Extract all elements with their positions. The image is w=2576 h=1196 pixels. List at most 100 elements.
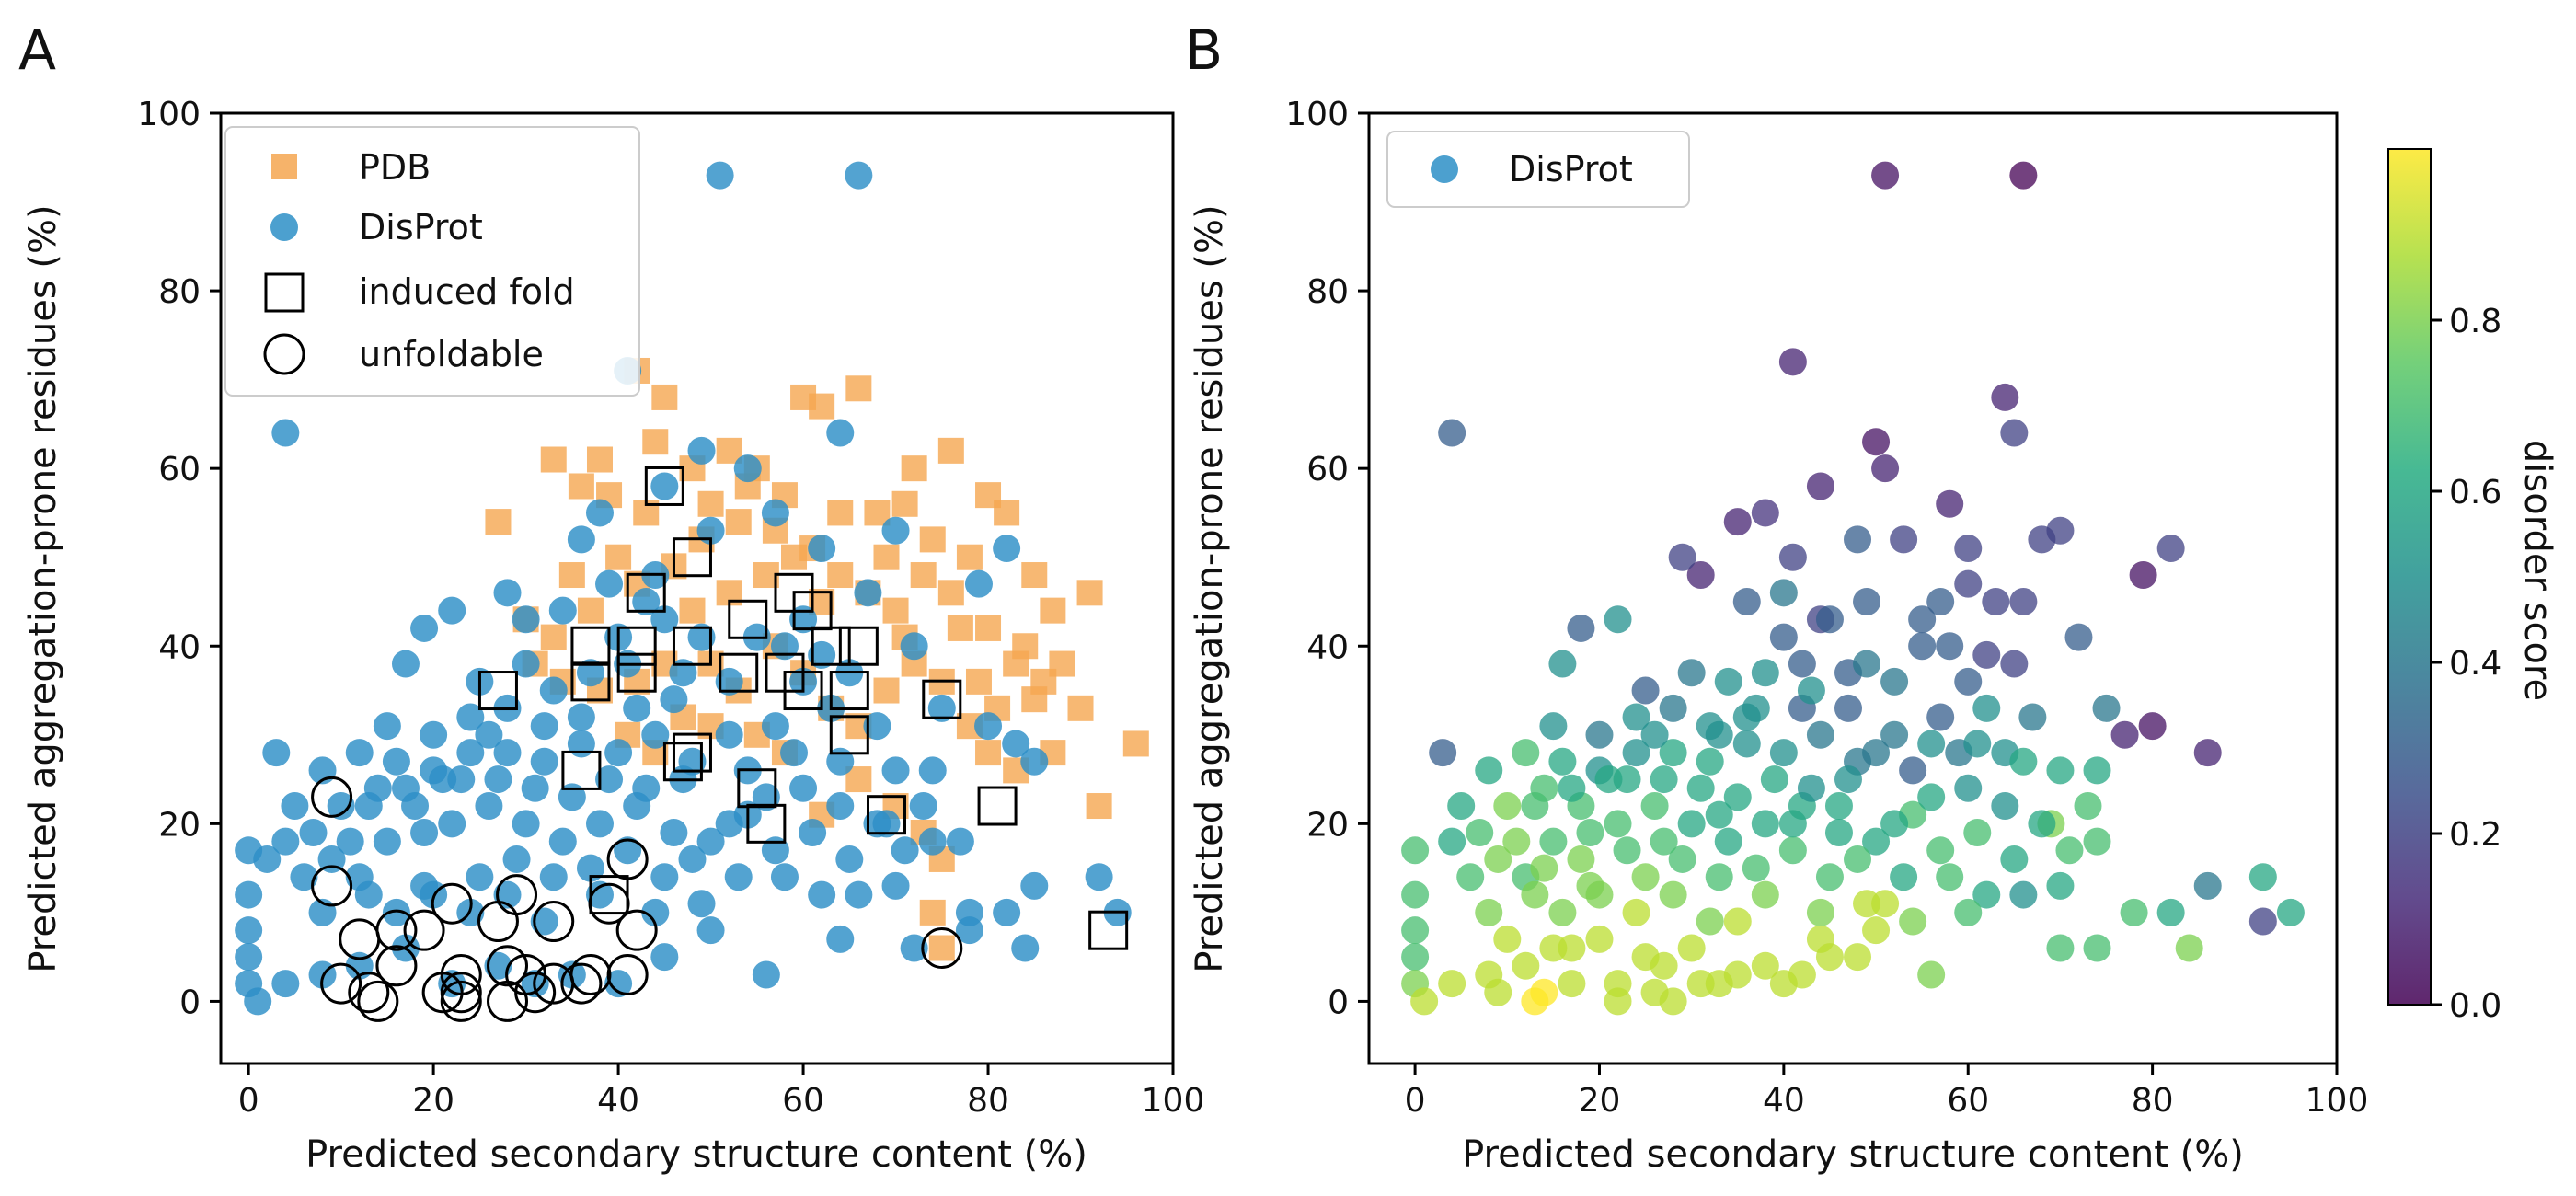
disprot-point xyxy=(1410,987,1439,1016)
disprot-point xyxy=(1705,970,1733,998)
unfoldable-marker xyxy=(588,882,630,925)
disprot-point xyxy=(512,810,540,838)
disprot-point xyxy=(1521,792,1549,821)
pdb-point xyxy=(558,562,585,589)
disprot-point xyxy=(1512,739,1540,767)
disprot-point xyxy=(1686,561,1715,590)
disprot-point xyxy=(1521,987,1549,1016)
disprot-point xyxy=(881,756,910,785)
induced-fold-marker xyxy=(783,671,823,711)
disprot-point xyxy=(382,747,410,776)
unfoldable-marker xyxy=(514,972,557,1014)
legend-label-disprot-a: DisProt xyxy=(359,207,483,247)
disprot-point xyxy=(706,161,734,190)
unfoldable-marker xyxy=(560,962,603,1005)
disprot-point xyxy=(604,970,633,998)
disprot-point xyxy=(410,614,439,642)
disprot-point xyxy=(1696,747,1724,776)
disprot-point xyxy=(1631,863,1660,891)
disprot-point xyxy=(235,880,263,909)
plot-frame-a xyxy=(219,111,1175,1065)
y-tick-label: 20 xyxy=(158,806,201,844)
disprot-point xyxy=(1936,632,1964,661)
disprot-point xyxy=(918,756,947,785)
colorbar-tick-label: 0.4 xyxy=(2449,645,2501,683)
disprot-point xyxy=(2055,836,2084,865)
y-tick-label: 80 xyxy=(1306,273,1349,311)
disprot-point xyxy=(1899,907,1927,936)
disprot-point xyxy=(1815,863,1844,891)
pdb-point xyxy=(901,455,927,482)
disprot-point xyxy=(1871,454,1900,483)
pdb-point xyxy=(891,490,918,517)
y-axis-label-a: Predicted aggregation-prone residues (%) xyxy=(22,204,64,972)
disprot-point xyxy=(1954,898,1983,926)
disprot-point xyxy=(539,676,568,705)
disprot-point xyxy=(2120,898,2148,926)
disprot-point xyxy=(299,818,328,846)
disprot-point xyxy=(1769,579,1798,607)
disprot-point xyxy=(660,818,688,846)
disprot-point xyxy=(2083,756,2111,785)
disprot-point xyxy=(1438,827,1466,856)
disprot-point xyxy=(993,898,1021,926)
disprot-point xyxy=(826,792,855,821)
disprot-point xyxy=(1429,739,1457,767)
pdb-point xyxy=(910,562,937,589)
unfoldable-marker xyxy=(421,972,464,1014)
disprot-point xyxy=(1659,694,1687,722)
disprot-point xyxy=(567,730,595,758)
disprot-point xyxy=(2193,871,2222,900)
disprot-point xyxy=(382,898,410,926)
colorbar-tick-label: 0.6 xyxy=(2449,474,2501,512)
legend-label-pdb: PDB xyxy=(359,147,431,188)
disprot-point xyxy=(567,525,595,554)
disprot-point xyxy=(373,712,401,741)
disprot-point xyxy=(660,685,688,714)
disprot-point xyxy=(456,703,485,731)
disprot-point xyxy=(1447,792,1476,821)
disprot-point xyxy=(502,845,531,873)
disprot-point xyxy=(1604,605,1632,634)
disprot-point xyxy=(687,890,716,918)
disprot-point xyxy=(1880,720,1909,749)
disprot-point xyxy=(1622,703,1650,731)
disprot-point xyxy=(1778,836,1807,865)
disprot-point xyxy=(420,720,448,749)
disprot-point xyxy=(1954,535,1983,563)
disprot-point xyxy=(1438,970,1466,998)
disprot-point xyxy=(1567,845,1595,873)
induced-fold-marker xyxy=(626,572,666,613)
pdb-point xyxy=(1040,597,1066,624)
disprot-point xyxy=(410,818,439,846)
disprot-point xyxy=(900,934,928,962)
disprot-point xyxy=(1705,720,1733,749)
pdb-point xyxy=(1086,793,1112,820)
pdb-point xyxy=(1003,650,1029,677)
disprot-point xyxy=(1631,676,1660,705)
disprot-point xyxy=(512,650,540,678)
disprot-point xyxy=(1686,774,1715,802)
disprot-point xyxy=(1880,667,1909,696)
disprot-point xyxy=(336,827,364,856)
disprot-point xyxy=(484,765,512,794)
disprot-point xyxy=(1797,774,1825,802)
pdb-point xyxy=(919,526,946,553)
disprot-point xyxy=(530,747,558,776)
disprot-point xyxy=(1871,161,1900,190)
disprot-point xyxy=(1926,836,1955,865)
unfoldable-marker xyxy=(320,962,362,1005)
disprot-point xyxy=(789,774,818,802)
disprot-point xyxy=(1401,943,1430,972)
disprot-point xyxy=(927,694,956,722)
disprot-point xyxy=(974,712,1003,741)
pdb-point xyxy=(928,935,955,961)
disprot-point xyxy=(1963,818,1992,846)
disprot-point xyxy=(1011,934,1040,962)
points-panel-b xyxy=(1401,161,2305,1016)
x-tick-label: 100 xyxy=(1142,1082,1205,1120)
y-tick-label: 20 xyxy=(1306,806,1349,844)
disprot-point xyxy=(1493,925,1522,953)
disprot-point xyxy=(1982,587,2010,615)
unfoldable-marker xyxy=(357,980,399,1022)
